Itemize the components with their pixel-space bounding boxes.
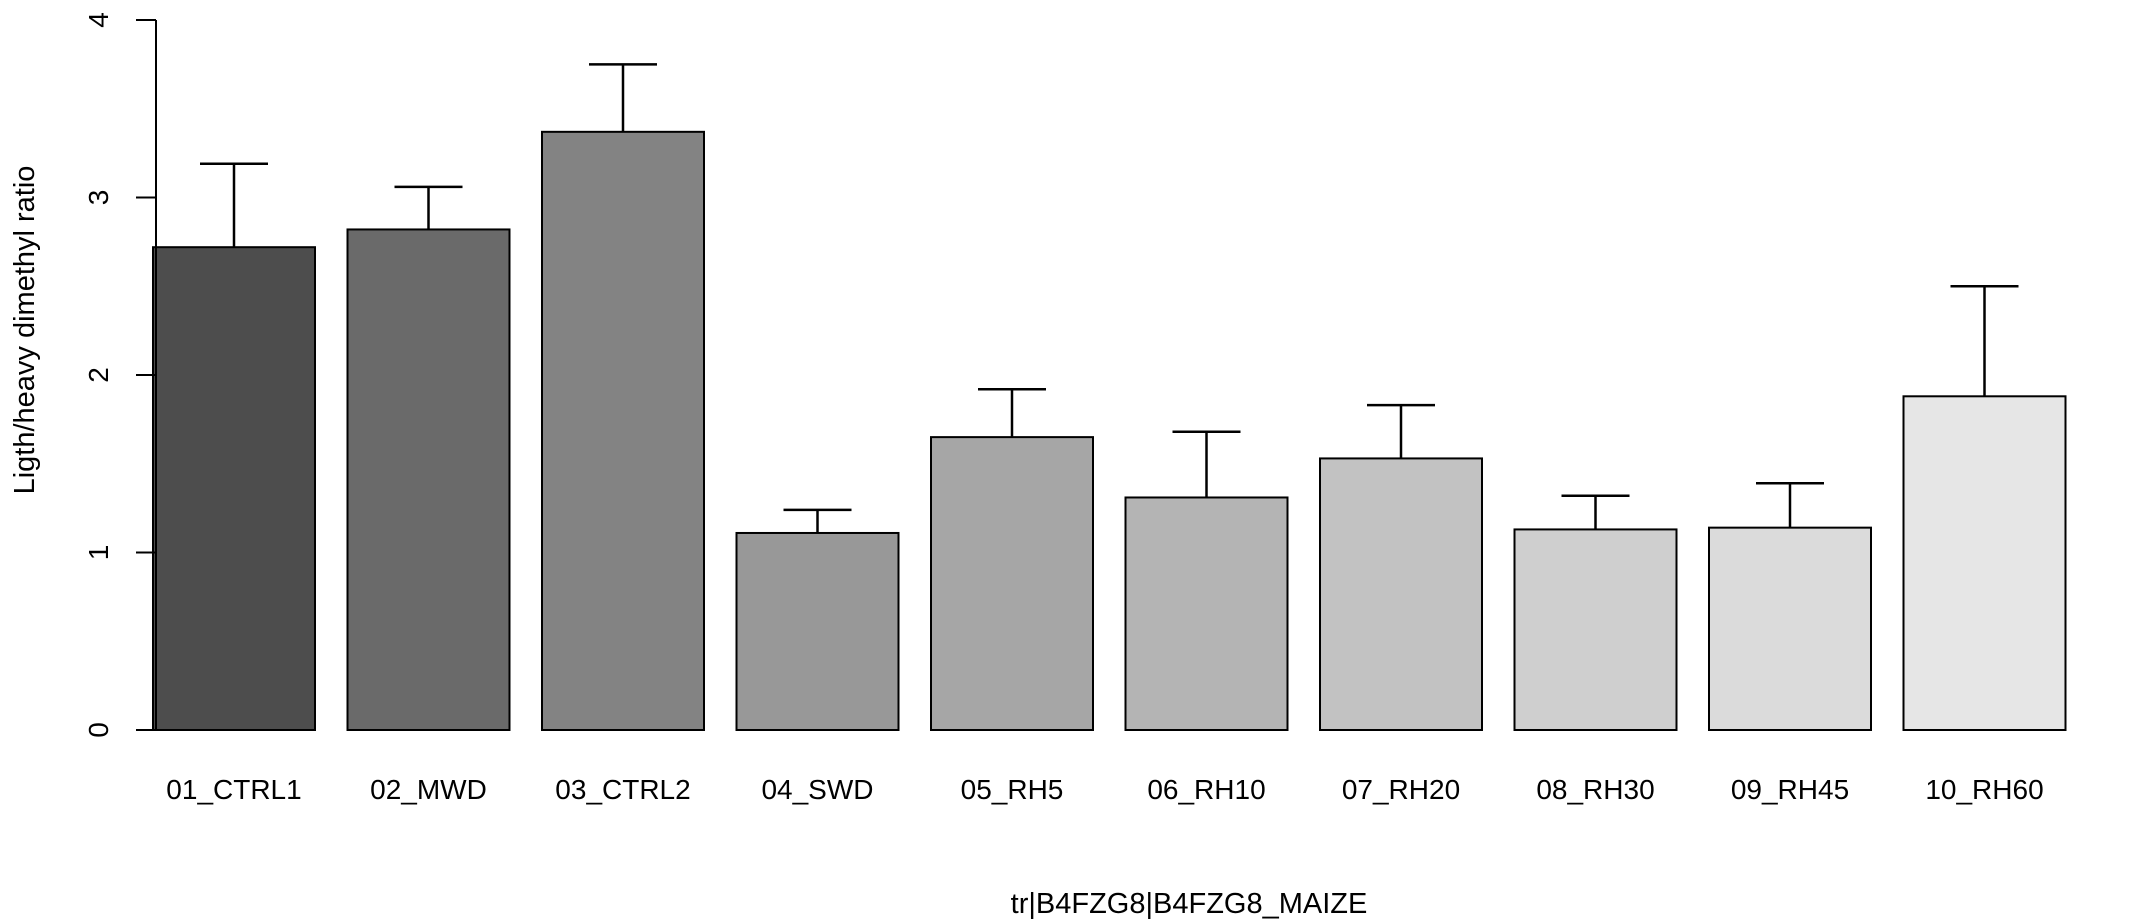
bar-01_CTRL1	[152, 246, 316, 731]
y-tick-label: 4	[83, 12, 114, 28]
bars-group	[152, 130, 2067, 732]
x-tick-label: 06_RH10	[1147, 774, 1265, 805]
x-tick-label: 03_CTRL2	[555, 774, 690, 805]
bar-06_RH10	[1124, 496, 1289, 731]
bar-10_RH60	[1902, 395, 2067, 731]
x-tick-label: 08_RH30	[1536, 774, 1654, 805]
bar-09_RH45	[1708, 526, 1872, 732]
y-tick-label: 2	[83, 367, 114, 383]
x-tick-label: 10_RH60	[1925, 774, 2043, 805]
x-tick-label: 04_SWD	[761, 774, 873, 805]
bar-03_CTRL2	[541, 130, 705, 731]
y-tick-label: 0	[83, 722, 114, 738]
bar-08_RH30	[1513, 528, 1678, 731]
y-tick-label: 1	[83, 545, 114, 561]
x-tick-label: 02_MWD	[370, 774, 487, 805]
x-tick-label: 01_CTRL1	[166, 774, 301, 805]
x-tick-label: 07_RH20	[1342, 774, 1460, 805]
bar-07_RH20	[1319, 457, 1483, 731]
x-tick-label: 05_RH5	[961, 774, 1064, 805]
y-tick-label: 3	[83, 190, 114, 206]
x-tick-label: 09_RH45	[1731, 774, 1849, 805]
x-tick-labels: 01_CTRL1 02_MWD 03_CTRL2 04_SWD 05_RH5 06_RH1…	[166, 774, 2043, 805]
error-bars-group	[200, 63, 2019, 533]
bar-05_RH5	[930, 436, 1094, 731]
x-axis-title: tr|B4FZG8|B4FZG8_MAIZE	[1011, 888, 1368, 920]
y-axis: 0 1 2 3 4	[83, 12, 157, 738]
bar-04_SWD	[735, 531, 900, 731]
y-axis-title: Ligth/heavy dimethyl ratio	[9, 166, 41, 495]
bar-02_MWD	[346, 228, 511, 731]
